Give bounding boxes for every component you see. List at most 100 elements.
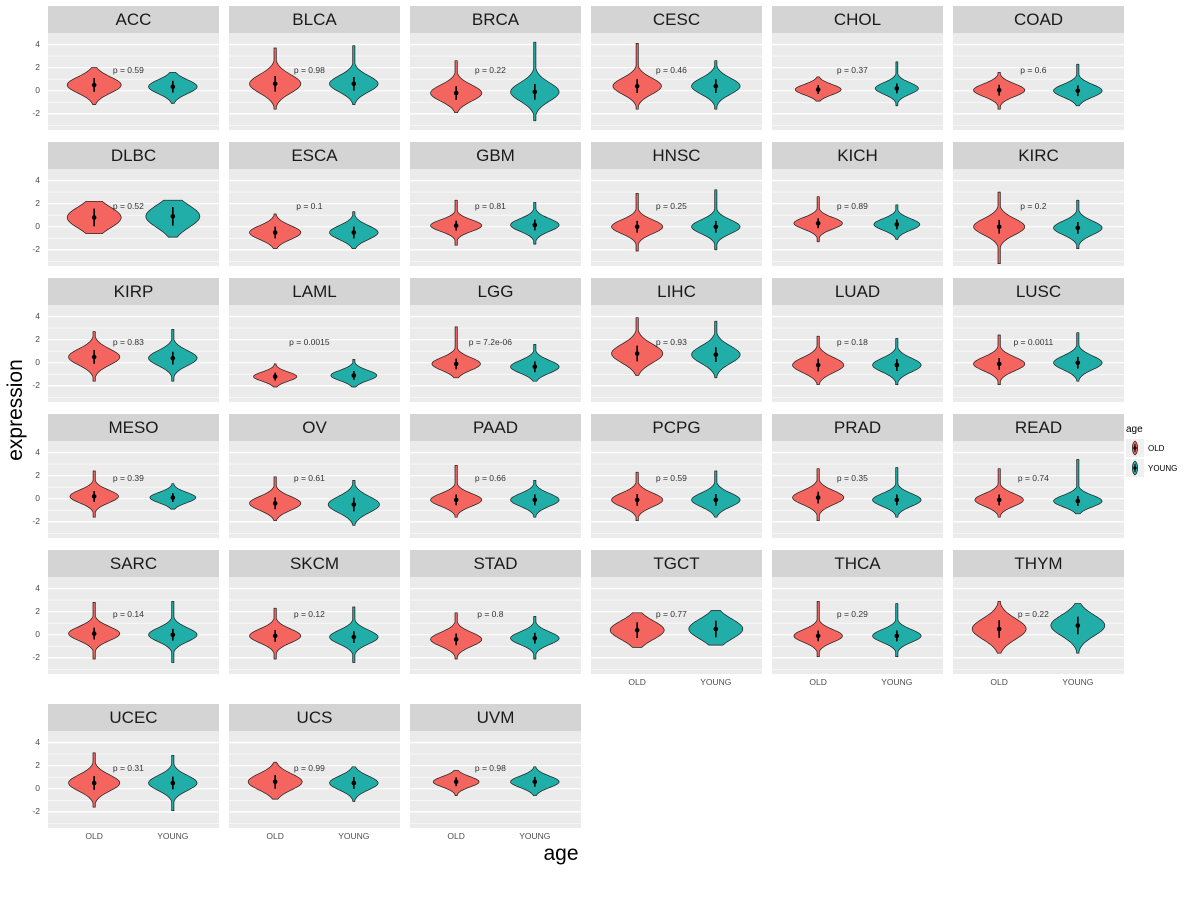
violin-BRCA-young: [510, 41, 560, 122]
facet-panel-KICH: p = 0.89: [772, 169, 943, 266]
facet-panel-MESO: p = 0.39: [48, 441, 219, 538]
y-tick-label: -2: [32, 651, 40, 662]
facet-title-HNSC: HNSC: [591, 142, 762, 169]
violin-PRAD-young: [872, 467, 922, 518]
x-tick-labels-THCA: OLD YOUNG: [772, 677, 943, 691]
y-tick-label: -2: [32, 379, 40, 390]
x-tick-label: OLD: [447, 831, 465, 841]
violin-COAD-young: [1053, 63, 1103, 107]
median-dot-THYM-old: [996, 626, 1002, 632]
facet-cell-HNSC: HNSC p = 0.25: [591, 142, 762, 266]
median-dot-DLBC-old: [91, 215, 97, 220]
y-tick-label: 0: [35, 220, 40, 231]
y-tick-label: 0: [35, 356, 40, 367]
facet-title-LGG: LGG: [410, 278, 581, 305]
violin-THCA-young: [872, 603, 922, 658]
facet-panel-CESC: p = 0.46: [591, 33, 762, 130]
y-tick-label: 0: [35, 84, 40, 95]
x-tick-labels-THYM: OLD YOUNG: [953, 677, 1124, 691]
y-tick-label: 2: [35, 605, 40, 616]
y-tick-label: 0: [35, 492, 40, 503]
median-dot-SARC-old: [91, 631, 97, 636]
facet-cell-BRCA: BRCA p = 0.22: [410, 6, 581, 130]
facet-panel-UVM: p = 0.98: [410, 731, 581, 828]
p-value-label-LIHC: p = 0.93: [656, 337, 687, 347]
p-value-label-PCPG: p = 0.59: [656, 473, 687, 483]
facet-row-6: 4 2 0 -2 UCEC p = 0.31 OLD YOUNG UCS p = 0.99 OLD Y…: [0, 704, 1200, 841]
p-value-label-KIRC: p = 0.2: [1020, 201, 1047, 211]
facet-panel-LUAD: p = 0.18: [772, 305, 943, 402]
legend: age OLD YOUNG: [1126, 424, 1198, 479]
median-dot-KIRP-young: [170, 355, 176, 361]
legend-label-old: OLD: [1148, 443, 1165, 453]
p-value-label-KIRP: p = 0.83: [113, 337, 144, 347]
facet-cell-ACC: ACC p = 0.59: [48, 6, 219, 130]
median-dot-READ-young: [1075, 498, 1081, 504]
facet-cell-LUAD: LUAD p = 0.18: [772, 278, 943, 402]
facet-title-CESC: CESC: [591, 6, 762, 33]
median-dot-UCS-old: [272, 779, 278, 785]
x-tick-label: YOUNG: [157, 831, 189, 841]
y-tick-label: -2: [32, 805, 40, 816]
facet-title-ACC: ACC: [48, 6, 219, 33]
facet-title-KIRC: KIRC: [953, 142, 1124, 169]
p-value-label-UVM: p = 0.98: [475, 763, 506, 773]
p-value-label-PRAD: p = 0.35: [837, 473, 868, 483]
facet-panel-PRAD: p = 0.35: [772, 441, 943, 538]
p-value-label-KICH: p = 0.89: [837, 201, 868, 211]
facet-cell-ESCA: ESCA p = 0.1: [229, 142, 400, 266]
y-tick-label: -2: [32, 243, 40, 254]
y-tick-label: 4: [35, 582, 40, 593]
median-dot-KICH-young: [894, 222, 900, 227]
y-tick-label: -2: [32, 107, 40, 118]
median-dot-SKCM-old: [272, 633, 278, 639]
facet-panel-ESCA: p = 0.1: [229, 169, 400, 266]
legend-key-young-violin-icon: [1126, 459, 1144, 477]
median-dot-SKCM-young: [351, 634, 357, 640]
y-tick-label: -2: [32, 515, 40, 526]
x-tick-label: YOUNG: [338, 831, 370, 841]
x-tick-label: YOUNG: [1062, 677, 1094, 687]
facet-cell-KIRP: KIRP p = 0.83: [48, 278, 219, 402]
facet-panel-READ: p = 0.74: [953, 441, 1124, 538]
facet-cell-STAD: STAD p = 0.8: [410, 550, 581, 674]
median-dot-DLBC-young: [170, 214, 176, 219]
median-dot-PCPG-old: [634, 497, 640, 503]
x-tick-label: YOUNG: [519, 831, 551, 841]
median-dot-TGCT-old: [634, 627, 640, 633]
facet-cell-THYM: THYM p = 0.22 OLD YOUNG: [953, 550, 1124, 687]
median-dot-KIRC-young: [1075, 225, 1081, 231]
x-axis-title: age: [543, 842, 579, 865]
facet-title-ESCA: ESCA: [229, 142, 400, 169]
median-dot-KIRP-old: [91, 354, 97, 360]
p-value-label-PAAD: p = 0.66: [475, 473, 506, 483]
median-dot-UCS-young: [351, 780, 357, 786]
y-tick-label: 4: [35, 310, 40, 321]
facet-panel-SARC: p = 0.14: [48, 577, 219, 674]
median-dot-BRCA-old: [453, 90, 459, 96]
p-value-label-LAML: p = 0.0015: [289, 337, 330, 347]
median-dot-PRAD-old: [815, 495, 821, 500]
facet-cell-UCS: UCS p = 0.99 OLD YOUNG: [229, 704, 400, 841]
median-dot-THCA-old: [815, 633, 821, 639]
x-tick-label: OLD: [628, 677, 646, 687]
facet-title-COAD: COAD: [953, 6, 1124, 33]
median-dot-PAAD-old: [453, 497, 459, 503]
facet-cell-empty: [591, 704, 762, 828]
y-tick-labels: 4 2 0 -2: [0, 6, 48, 130]
x-tick-label: OLD: [266, 831, 284, 841]
x-tick-label: YOUNG: [881, 677, 913, 687]
p-value-label-UCEC: p = 0.31: [113, 763, 144, 773]
facet-cell-TGCT: TGCT p = 0.77 OLD YOUNG: [591, 550, 762, 687]
median-dot-GBM-old: [453, 223, 459, 228]
facet-title-UCS: UCS: [229, 704, 400, 731]
facet-cell-SKCM: SKCM p = 0.12: [229, 550, 400, 674]
facet-title-LUAD: LUAD: [772, 278, 943, 305]
median-dot-CESC-old: [634, 83, 640, 89]
facet-row-1: 4 2 0 -2 ACC p = 0.59 BLCA p = 0.98 BRCA p = 0.22…: [0, 6, 1200, 130]
facet-title-SARC: SARC: [48, 550, 219, 577]
facet-panel-LGG: p = 7.2e-06: [410, 305, 581, 402]
median-dot-KICH-old: [815, 220, 821, 226]
median-dot-BLCA-young: [351, 81, 357, 87]
facet-panel-ACC: p = 0.59: [48, 33, 219, 130]
